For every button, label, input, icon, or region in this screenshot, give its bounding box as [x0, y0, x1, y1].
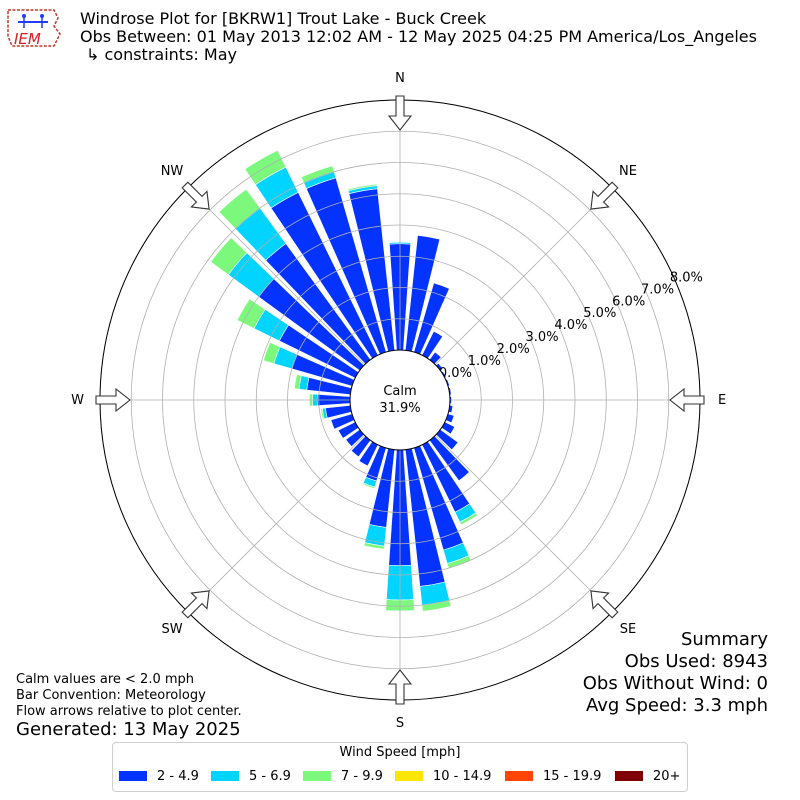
legend-label: 5 - 6.9: [249, 768, 291, 784]
legend: Wind Speed [mph] 2 - 4.9 5 - 6.9 7 - 9.9…: [112, 742, 688, 792]
bars-layer: [210, 149, 478, 612]
summary-avg-speed: Avg Speed: 3.3 mph: [586, 695, 768, 716]
legend-label: 20+: [653, 768, 681, 784]
radial-tick-label: 0.0%: [439, 366, 472, 381]
radial-tick-label: 2.0%: [497, 342, 530, 357]
compass-label: NW: [161, 164, 184, 179]
radial-tick-label: 4.0%: [554, 318, 587, 333]
compass-label: SW: [161, 622, 182, 637]
angular-grid-line: [187, 435, 365, 613]
legend-swatch: [303, 771, 331, 781]
radial-tick-label: 1.0%: [468, 354, 501, 369]
compass-label: SE: [620, 622, 636, 637]
calm-circle: [349, 349, 451, 451]
convention-note: Bar Convention: Meteorology: [16, 688, 206, 703]
legend-item: 15 - 19.9: [505, 767, 601, 785]
windrose-bar-segment: [263, 341, 281, 364]
angular-grid-line: [435, 187, 613, 365]
legend-label: 2 - 4.9: [157, 768, 199, 784]
flow-arrow-icon: [181, 181, 210, 210]
compass-label: N: [395, 71, 405, 86]
legend-swatch: [615, 771, 643, 781]
legend-title: Wind Speed [mph]: [339, 745, 461, 760]
windrose-bar-segment: [363, 542, 385, 550]
legend-label: 7 - 9.9: [341, 768, 383, 784]
compass-label: NE: [619, 164, 637, 179]
angular-grid-line: [435, 435, 613, 613]
windrose-bar-segment: [294, 374, 302, 390]
flow-arrow-icon: [387, 95, 413, 131]
flow-arrow-icon: [669, 387, 705, 413]
compass-label: S: [396, 716, 404, 731]
generated-note: Generated: 13 May 2025: [16, 719, 241, 740]
radial-tick-label: 6.0%: [612, 294, 645, 309]
flow-arrow-icon: [590, 590, 619, 619]
legend-item: 7 - 9.9: [303, 767, 383, 785]
windrose-bar-segment: [362, 482, 376, 489]
flow-note: Flow arrows relative to plot center.: [16, 704, 242, 719]
windrose-bar-segment: [210, 237, 248, 276]
radial-tick-label: 8.0%: [670, 270, 703, 285]
legend-label: 15 - 19.9: [543, 768, 602, 784]
radial-tick-label: 3.0%: [526, 330, 559, 345]
windrose-bar-segment: [320, 407, 325, 420]
legend-item: 2 - 4.9: [119, 767, 199, 785]
angular-grid-line: [187, 187, 365, 365]
legend-swatch: [395, 771, 423, 781]
summary-title: Summary: [681, 629, 768, 650]
flow-arrow-icon: [95, 387, 131, 413]
legend-item: 20+: [615, 767, 680, 785]
calm-note: Calm values are < 2.0 mph: [16, 672, 195, 687]
period-text: Obs Between: 01 May 2013 12:02 AM - 12 M…: [80, 27, 757, 46]
legend-swatch: [211, 771, 239, 781]
calm-value: 31.9%: [379, 401, 420, 416]
compass-label: W: [71, 393, 84, 408]
flow-arrow-icon: [387, 669, 413, 705]
legend-item: 5 - 6.9: [211, 767, 291, 785]
summary-obs-without-wind: Obs Without Wind: 0: [582, 673, 768, 694]
windrose-bar-segment: [459, 512, 478, 526]
flow-arrows: [95, 95, 705, 705]
logo-text: IEM: [14, 30, 41, 48]
constraints-text: ↳ constraints: May: [86, 45, 237, 64]
legend-label: 10 - 14.9: [433, 768, 492, 784]
flow-arrow-icon: [590, 181, 619, 210]
legend-item: 10 - 14.9: [395, 767, 491, 785]
legend-swatch: [505, 771, 533, 781]
legend-swatch: [119, 771, 147, 781]
windrose-bar-segment: [347, 183, 378, 192]
calm-label: Calm: [383, 384, 416, 399]
radial-tick-label: 7.0%: [641, 282, 674, 297]
summary-obs-used: Obs Used: 8943: [624, 651, 768, 672]
chart-title: Windrose Plot for [BKRW1] Trout Lake - B…: [80, 9, 487, 28]
iem-logo: IEM: [7, 9, 61, 48]
labels-layer: 0.0%1.0%2.0%3.0%4.0%5.0%6.0%7.0%8.0% N NE E…: [71, 71, 726, 731]
radial-tick-label: 5.0%: [583, 306, 616, 321]
flow-arrow-icon: [181, 590, 210, 619]
compass-label: E: [718, 393, 726, 408]
